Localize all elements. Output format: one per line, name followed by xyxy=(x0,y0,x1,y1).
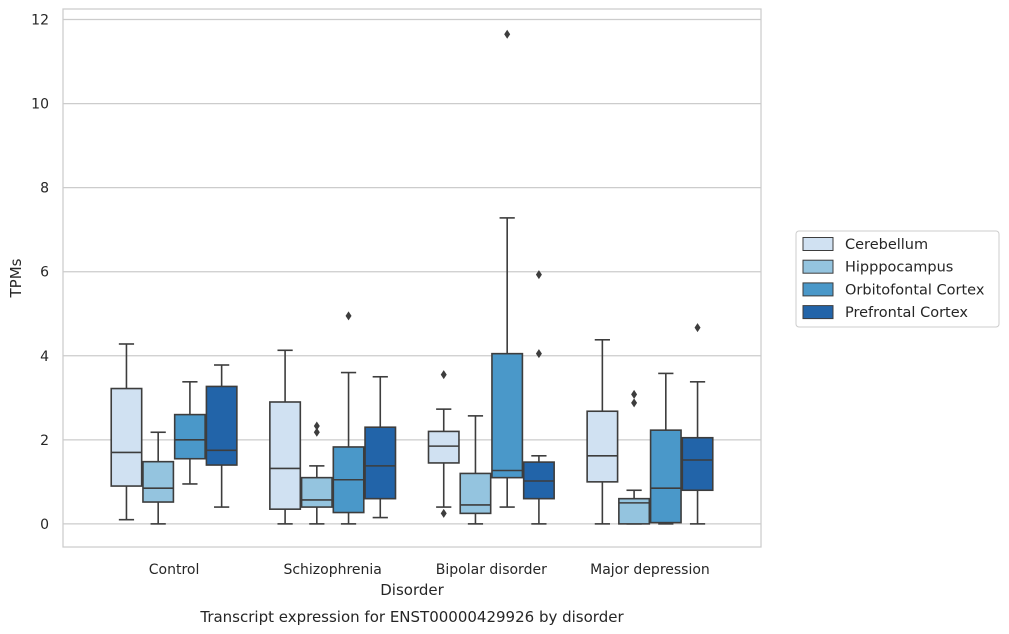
box-body xyxy=(681,436,714,492)
box-body xyxy=(427,430,460,464)
box-group xyxy=(522,270,555,525)
outlier-point xyxy=(313,421,320,431)
box-body xyxy=(142,460,175,503)
x-tick-label: Control xyxy=(149,562,200,578)
outlier-point xyxy=(345,311,352,321)
box-group xyxy=(364,375,397,519)
x-tick-label: Bipolar disorder xyxy=(436,562,547,578)
box-body xyxy=(205,385,238,466)
legend-swatch xyxy=(802,282,834,297)
y-tick-label: 4 xyxy=(40,349,49,365)
outlier-point xyxy=(631,389,638,399)
box-group xyxy=(300,421,333,525)
x-tick-label: Schizophrenia xyxy=(283,562,381,578)
legend-swatch xyxy=(802,237,834,251)
box-body xyxy=(110,387,143,487)
y-tick-label: 6 xyxy=(40,265,49,281)
box-group xyxy=(205,364,238,508)
box-group xyxy=(427,370,460,518)
outlier-point xyxy=(694,323,701,333)
y-tick-label: 12 xyxy=(31,13,49,29)
y-axis-ticks: 0 2 4 6 8 10 12 xyxy=(31,13,49,533)
y-tick-label: 10 xyxy=(31,97,49,113)
box-body xyxy=(364,426,397,500)
legend-label: Prefrontal Cortex xyxy=(845,305,968,321)
legend: Cerebellum Hipppocampus Orbitofontal Corte… xyxy=(795,230,1000,328)
box-group xyxy=(681,323,714,525)
box-body xyxy=(269,401,302,510)
outlier-point xyxy=(631,398,638,408)
outlier-point xyxy=(440,370,447,380)
box-group xyxy=(173,381,206,485)
box-group xyxy=(332,311,365,525)
box-group xyxy=(491,29,524,508)
y-tick-label: 0 xyxy=(40,517,49,533)
legend-label: Hipppocampus xyxy=(845,260,953,276)
legend-swatch xyxy=(802,305,834,320)
outlier-point xyxy=(313,427,320,437)
boxes xyxy=(110,29,714,525)
legend-frame xyxy=(795,230,1000,328)
box-body xyxy=(491,352,524,479)
box-group xyxy=(142,431,175,525)
y-tick-label: 2 xyxy=(40,433,49,449)
legend-swatch xyxy=(802,259,834,274)
x-axis-label: Disorder xyxy=(380,581,444,599)
legend-label: Orbitofontal Cortex xyxy=(845,282,985,298)
box-group xyxy=(649,372,682,525)
legend-label: Cerebellum xyxy=(845,237,928,253)
box-group xyxy=(110,343,143,521)
outlier-point xyxy=(535,270,542,280)
y-axis-label: TPMs xyxy=(7,258,25,298)
box-body xyxy=(173,413,206,460)
outlier-point xyxy=(440,508,447,518)
box-group xyxy=(269,349,302,525)
plot-frame xyxy=(62,8,762,548)
box-group xyxy=(618,389,651,525)
box-body xyxy=(300,476,333,508)
x-tick-label: Major depression xyxy=(590,562,710,578)
y-tick-label: 8 xyxy=(40,181,49,197)
box-body xyxy=(459,472,492,515)
outlier-point xyxy=(504,29,511,39)
box-body xyxy=(649,429,682,524)
chart-caption: Transcript expression for ENST0000042992… xyxy=(199,608,624,626)
box-group xyxy=(459,415,492,525)
x-axis-ticks: Control Schizophrenia Bipolar disorder Majo… xyxy=(149,562,710,578)
box-body xyxy=(586,410,619,483)
box-group xyxy=(586,338,619,525)
outlier-point xyxy=(535,349,542,359)
